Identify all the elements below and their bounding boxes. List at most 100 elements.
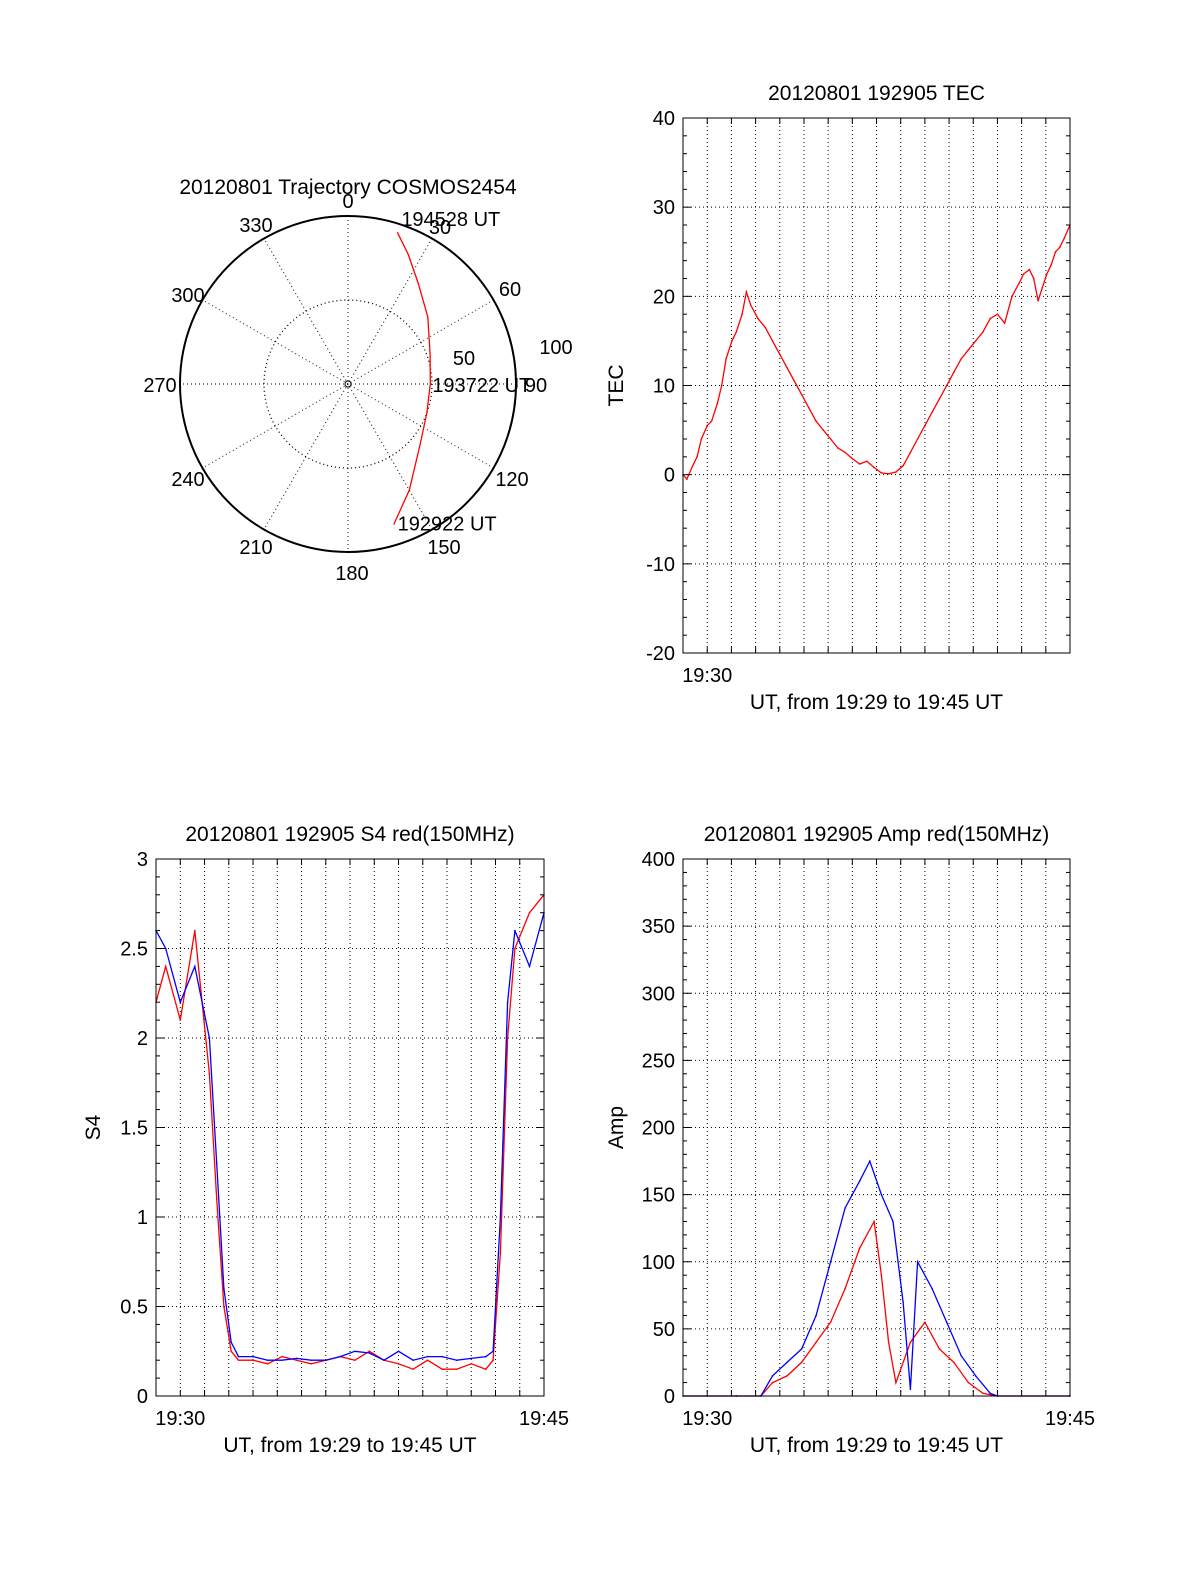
data-point-red (1011, 295, 1013, 298)
polar-ring-outer (179, 215, 517, 553)
data-point-red (757, 317, 759, 320)
data-point-red (686, 478, 688, 480)
trajectory-track (393, 231, 431, 525)
data-point-red (412, 1368, 414, 1370)
data-point-red (967, 349, 970, 351)
data-point-blue (397, 1350, 400, 1353)
data-point-red (397, 1363, 400, 1365)
data-point-blue (844, 1207, 846, 1209)
data-point-blue (325, 1359, 327, 1361)
chart-title: 20120801 192905 TEC (768, 82, 985, 105)
data-point-blue (237, 1355, 240, 1358)
data-point-red (725, 358, 727, 360)
data-point-red (368, 1350, 371, 1353)
data-point-red (750, 304, 752, 307)
data-point-red (982, 1392, 984, 1395)
data-point-blue (506, 1001, 509, 1003)
data-point-red (1037, 300, 1039, 302)
y-axis-label: Amp (605, 1106, 628, 1149)
data-point-red (1003, 322, 1006, 324)
data-point-blue (974, 1375, 977, 1377)
chart-title: 20120801 192905 Amp red(150MHz) (704, 823, 1050, 846)
data-point-red (426, 1359, 429, 1361)
polar-spoke (263, 238, 433, 530)
polar-angle-label: 270 (143, 375, 176, 397)
y-tick-label: 30 (653, 197, 675, 219)
data-point-red (455, 1368, 458, 1370)
polar-angle-label: 330 (239, 215, 272, 237)
data-point-red (938, 398, 941, 400)
data-point-blue (252, 1355, 254, 1358)
data-point-red (499, 1252, 502, 1254)
y-tick-label: 100 (642, 1252, 675, 1274)
data-point-blue (858, 1180, 861, 1182)
data-point-red (771, 1381, 774, 1384)
data-point-red (953, 371, 955, 373)
polar-center (344, 380, 352, 388)
y-axis-label: TEC (605, 365, 628, 407)
data-point-red (815, 420, 817, 423)
data-point-blue (383, 1359, 385, 1361)
chart-title: 20120801 192905 S4 red(150MHz) (185, 823, 514, 846)
trajectory-time-label: 192922 UT (398, 514, 497, 536)
data-point-blue (230, 1341, 232, 1344)
data-point-red (252, 1359, 254, 1361)
y-tick-label: 0 (664, 465, 675, 487)
x-tick-label: 19:30 (155, 1408, 205, 1430)
data-point-blue (931, 1287, 933, 1290)
data-point-red (800, 393, 803, 396)
data-point-red (1063, 237, 1065, 240)
data-point-red (880, 1274, 883, 1276)
polar-angle-label: 120 (495, 469, 528, 491)
y-tick-label: 0 (664, 1386, 675, 1408)
data-point-red (880, 472, 883, 474)
data-point-red (223, 1305, 225, 1308)
data-point-blue (916, 1261, 919, 1263)
data-point-red (931, 411, 933, 414)
y-tick-label: 1 (137, 1207, 148, 1229)
x-tick-label: 19:30 (682, 1408, 732, 1430)
data-point-red (720, 384, 723, 387)
data-point-blue (771, 1375, 774, 1377)
data-point-blue (492, 1350, 494, 1353)
series-line-blue (683, 1159, 1070, 1397)
data-point-red (506, 1037, 509, 1039)
y-tick-label: 10 (653, 376, 675, 398)
data-point-red (786, 366, 788, 369)
data-point-red (938, 1348, 941, 1350)
data-point-red (996, 313, 999, 316)
data-point-blue (902, 1301, 904, 1303)
data-point-red (230, 1350, 232, 1353)
data-point-red (895, 471, 897, 473)
data-point-red (808, 407, 810, 409)
data-point-red (771, 340, 774, 342)
data-point-blue (869, 1160, 871, 1162)
data-point-red (887, 1341, 890, 1344)
trajectory-time-label: 193722 UT (432, 375, 531, 397)
data-point-blue (295, 1357, 298, 1360)
data-point-blue (426, 1355, 429, 1358)
y-tick-label: 300 (642, 983, 675, 1005)
data-point-red (1028, 268, 1031, 271)
data-point-red (310, 1363, 313, 1365)
data-point-red (735, 331, 738, 333)
data-point-blue (266, 1359, 269, 1361)
data-point-blue (215, 1162, 218, 1165)
data-point-blue (164, 947, 167, 950)
amp-line-chart: 0 50 100 150 200 250 300 350 400 19:30 19:45 201208… (605, 823, 1095, 1457)
data-point-blue (455, 1359, 458, 1361)
data-point-red (1041, 286, 1044, 289)
data-point-red (873, 1220, 875, 1223)
tec-line-chart: -20 -10 0 10 20 30 40 19:30 20120801 192905 TEC U… (605, 82, 1071, 714)
data-point-red (1050, 264, 1052, 266)
polar-angle-label: 300 (171, 285, 204, 307)
s4-line-chart: 0 0.5 1 1.5 2 2.5 3 19:30 19:45 20120801 192905 S… (82, 823, 569, 1457)
data-point-blue (412, 1359, 414, 1361)
data-point-red (829, 438, 832, 440)
data-point-red (764, 326, 767, 329)
data-point-blue (470, 1357, 473, 1360)
y-tick-label: 40 (653, 108, 675, 130)
y-tick-label: 3 (137, 849, 148, 871)
data-point-blue (485, 1355, 487, 1358)
